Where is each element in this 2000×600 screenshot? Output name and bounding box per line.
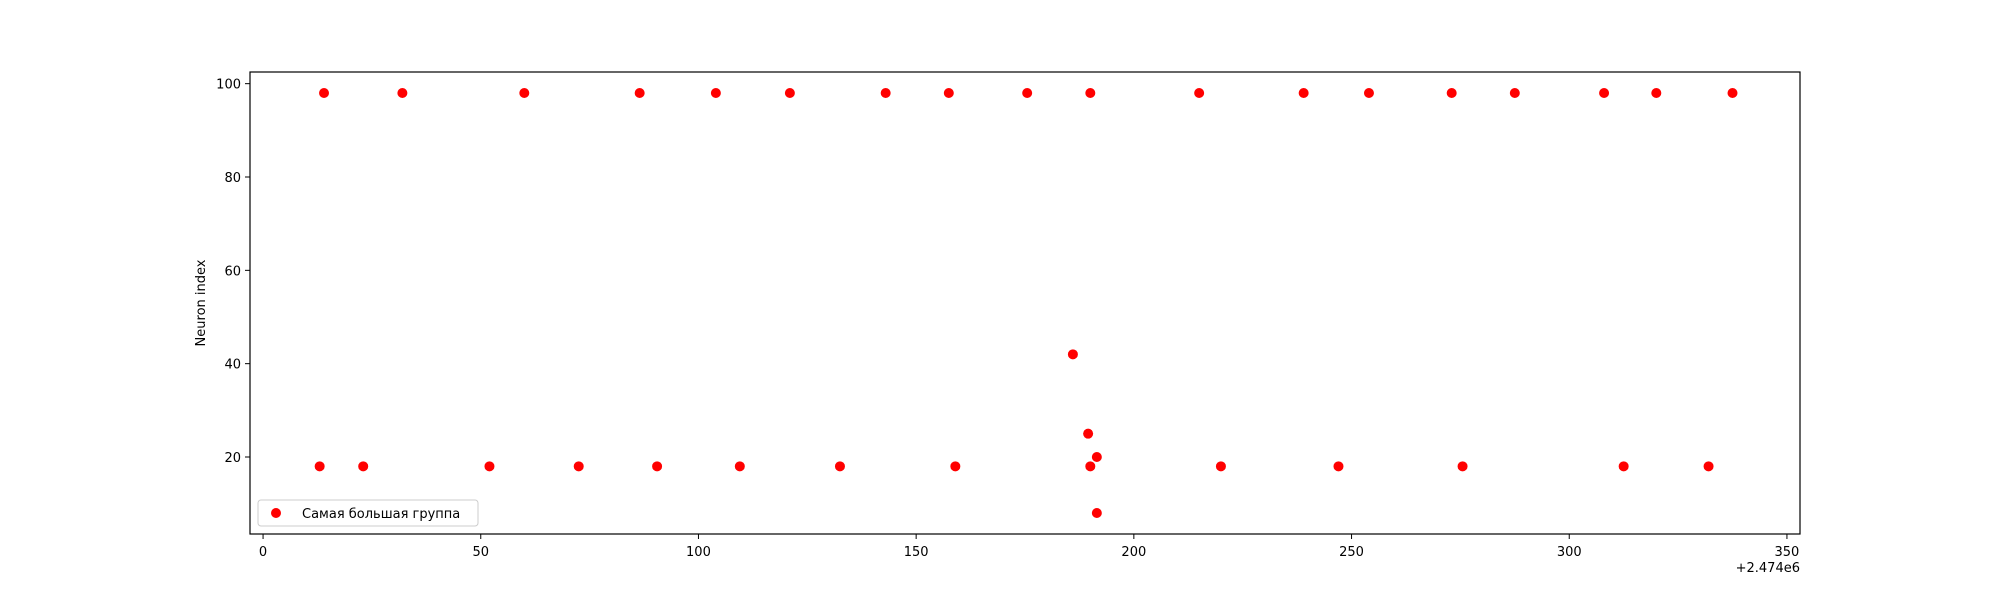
data-point — [1091, 508, 1102, 518]
legend-label: Самая большая группа — [302, 507, 460, 522]
legend: Самая большая группа — [257, 499, 479, 527]
data-point — [1091, 452, 1102, 462]
x-tick-label: 300 — [1557, 545, 1582, 560]
data-point — [1085, 88, 1096, 98]
data-point — [1363, 88, 1374, 98]
data-point — [358, 461, 369, 472]
y-tick-label: 40 — [224, 358, 241, 373]
data-point — [1085, 461, 1096, 472]
data-point — [1727, 88, 1738, 98]
legend-marker — [271, 508, 281, 518]
data-point — [1703, 461, 1714, 472]
data-point — [943, 88, 954, 98]
x-tick-label: 0 — [259, 545, 267, 560]
data-point — [1067, 349, 1078, 360]
data-point — [1651, 88, 1662, 98]
x-tick-label: 100 — [686, 545, 711, 560]
data-point — [1022, 88, 1033, 98]
data-point — [1298, 88, 1309, 98]
data-point — [1215, 461, 1226, 472]
data-point — [834, 461, 845, 472]
data-point — [710, 88, 721, 98]
y-tick-label: 80 — [224, 171, 241, 186]
data-point — [734, 461, 745, 472]
legend-box — [257, 499, 479, 527]
y-tick-label: 100 — [216, 78, 241, 93]
data-point — [484, 461, 495, 472]
y-tick-label: 60 — [224, 264, 241, 279]
x-tick-label: 250 — [1339, 545, 1364, 560]
x-axis-ticks: 0 50 100 150 200 250 300 350 — [259, 534, 1799, 560]
x-offset-label: +2.474e6 — [1736, 561, 1800, 576]
data-point — [397, 88, 408, 98]
data-point — [652, 461, 663, 472]
data-point — [1509, 88, 1520, 98]
data-point — [573, 461, 584, 472]
data-point — [784, 88, 795, 98]
x-tick-label: 50 — [472, 545, 489, 560]
y-axis-label: Neuron index — [194, 259, 209, 346]
data-point — [1446, 88, 1457, 98]
x-tick-label: 200 — [1121, 545, 1146, 560]
data-point — [880, 88, 891, 98]
data-point — [950, 461, 961, 472]
data-point — [1457, 461, 1468, 472]
x-tick-label: 350 — [1775, 545, 1800, 560]
data-point — [1083, 428, 1094, 439]
data-point — [314, 461, 325, 472]
x-tick-label: 150 — [904, 545, 929, 560]
data-point — [1599, 88, 1610, 98]
data-point — [1194, 88, 1205, 98]
y-tick-label: 20 — [224, 451, 241, 466]
data-point — [634, 88, 645, 98]
data-point — [519, 88, 530, 98]
data-point — [1618, 461, 1629, 472]
data-point — [1333, 461, 1344, 472]
plot-area — [250, 72, 1800, 534]
data-points — [314, 88, 1738, 518]
plot-frame — [249, 71, 1801, 535]
y-axis-ticks: 20 40 60 80 100 — [216, 78, 250, 466]
data-point — [319, 88, 330, 98]
